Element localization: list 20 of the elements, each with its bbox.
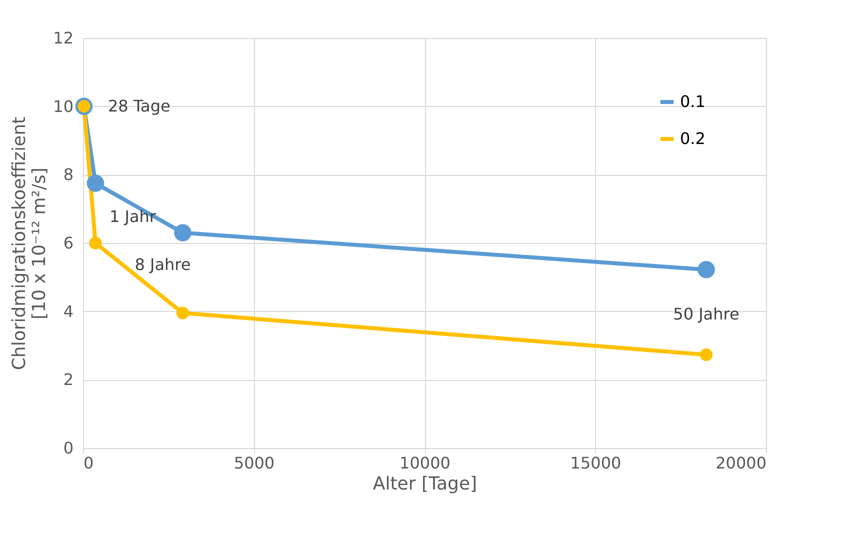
x-axis-title: Alter [Tage] [372,474,478,494]
x-tick-label: 15000 [570,454,622,472]
y-tick-label: 10 [53,96,74,116]
y-tick-label: 6 [63,234,74,252]
annotation: 8 Jahre [134,254,191,274]
y-tick-label: 2 [63,370,74,390]
y-axis-title: Chloridmigrationskoeffizient [10 x 10⁻¹² m²/s] [9,116,50,370]
x-tick-label: 5000 [234,454,275,472]
annotation: 50 Jahre [673,304,740,324]
legend-label: 0.1 [680,92,706,111]
y-tick-label: 0 [63,438,74,458]
x-tick-label: 0 [84,454,94,472]
legend-label: 0.2 [680,129,706,148]
y-tick-label: 12 [53,28,74,48]
x-tick-label: 10000 [400,454,450,472]
y-tick-label: 8 [63,165,74,184]
y-tick-label: 4 [63,302,74,321]
annotation: 1 Jahr [109,207,156,226]
annotation: 28 Tage [108,96,170,116]
x-tick-label: 20000 [716,454,766,472]
